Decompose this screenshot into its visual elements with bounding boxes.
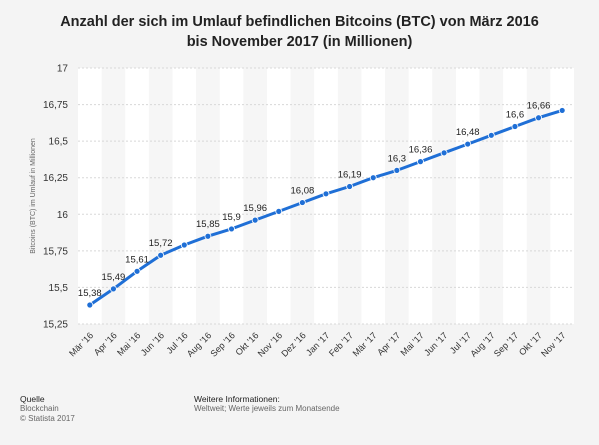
x-tick-label: Aug '17 (468, 330, 496, 358)
info-block: Weitere Informationen: Weltweit; Werte j… (194, 394, 340, 414)
y-tick-label: 16,5 (49, 137, 69, 148)
x-tick-label: Feb '17 (327, 330, 355, 358)
data-point[interactable] (535, 114, 542, 122)
data-label: 16,6 (506, 110, 525, 121)
y-tick-label: 16,25 (43, 173, 68, 184)
plot-band (432, 68, 456, 324)
data-label: 15,9 (222, 212, 241, 223)
source-name: Blockchain (20, 404, 59, 413)
data-label: 15,38 (78, 288, 102, 299)
data-point[interactable] (440, 149, 448, 157)
data-point[interactable] (417, 158, 424, 166)
data-label: 16,36 (409, 145, 433, 156)
y-tick-label: 16,75 (43, 100, 68, 111)
data-label: 15,96 (243, 203, 267, 214)
y-tick-label: 16 (57, 210, 69, 221)
x-tick-label: Sep '16 (208, 330, 236, 358)
data-point[interactable] (487, 131, 495, 139)
data-point[interactable] (558, 107, 566, 114)
plot-band (290, 68, 315, 324)
y-tick-label: 15,25 (43, 320, 68, 331)
data-label: 16,19 (338, 169, 362, 180)
plot-band (101, 68, 126, 324)
x-tick-label: Mär '17 (351, 330, 379, 358)
data-point[interactable] (180, 241, 188, 249)
y-tick-label: 15,5 (49, 283, 69, 294)
data-label: 16,3 (388, 153, 407, 164)
data-point[interactable] (110, 285, 117, 293)
x-tick-label: Apr '16 (92, 330, 119, 357)
chart-title: Anzahl der sich im Umlauf befindlichen B… (10, 12, 589, 52)
data-point[interactable] (511, 123, 519, 130)
data-label: 15,85 (196, 219, 220, 230)
y-tick-label: 17 (57, 64, 69, 75)
plot-band (148, 68, 173, 324)
y-tick-label: 15,75 (43, 246, 68, 257)
x-tick-label: Dez '16 (279, 330, 307, 358)
x-tick-label: Jan '17 (304, 330, 331, 357)
info-heading: Weitere Informationen: (194, 394, 280, 404)
data-label: 15,49 (102, 272, 126, 283)
data-point[interactable] (204, 232, 212, 240)
plot-band (337, 68, 362, 324)
plot-band (385, 68, 409, 324)
x-tick-label: Aug '16 (185, 330, 213, 358)
x-tick-label: Mai '17 (399, 330, 426, 357)
data-point[interactable] (322, 190, 330, 198)
data-point[interactable] (298, 199, 306, 206)
x-tick-label: Mai '16 (115, 330, 142, 357)
data-point[interactable] (228, 225, 235, 233)
y-axis-label: Bitcoins (BTC) im Umlauf in Millionen (30, 138, 37, 254)
chart-title-line-1: Anzahl der sich im Umlauf befindlichen B… (60, 14, 539, 30)
info-text: Weltweit; Werte jeweils zum Monatsende (194, 404, 340, 413)
data-point[interactable] (251, 216, 259, 224)
x-tick-label: Nov '17 (539, 330, 567, 358)
data-label: 15,61 (125, 254, 149, 265)
data-label: 16,08 (290, 186, 314, 197)
data-label: 16,48 (456, 127, 480, 138)
source-heading: Quelle (20, 394, 45, 404)
copyright-text: © Statista 2017 (20, 414, 75, 423)
data-point[interactable] (393, 166, 401, 174)
data-point[interactable] (369, 174, 377, 182)
data-label: 16,66 (527, 101, 551, 112)
data-point[interactable] (133, 267, 141, 275)
chart-title-line-2: bis November 2017 (in Millionen) (186, 34, 413, 50)
x-tick-label: Apr '17 (375, 330, 402, 357)
x-tick-label: Mär '16 (67, 330, 95, 358)
plot-band (479, 68, 504, 324)
plot-band (196, 68, 220, 324)
data-point[interactable] (86, 301, 94, 309)
data-point[interactable] (464, 140, 472, 148)
x-tick-label: Jun '16 (139, 330, 166, 357)
data-label: 15,72 (149, 238, 173, 249)
x-tick-label: Sep '17 (492, 330, 520, 358)
data-point[interactable] (346, 183, 354, 190)
x-tick-label: Nov '16 (256, 330, 284, 358)
plot-band (526, 68, 551, 324)
plot-band (243, 68, 267, 324)
x-tick-label: Jun '17 (422, 330, 449, 357)
source-block: Quelle Blockchain © Statista 2017 (20, 394, 75, 424)
data-point[interactable] (157, 251, 165, 259)
data-point[interactable] (275, 207, 283, 215)
